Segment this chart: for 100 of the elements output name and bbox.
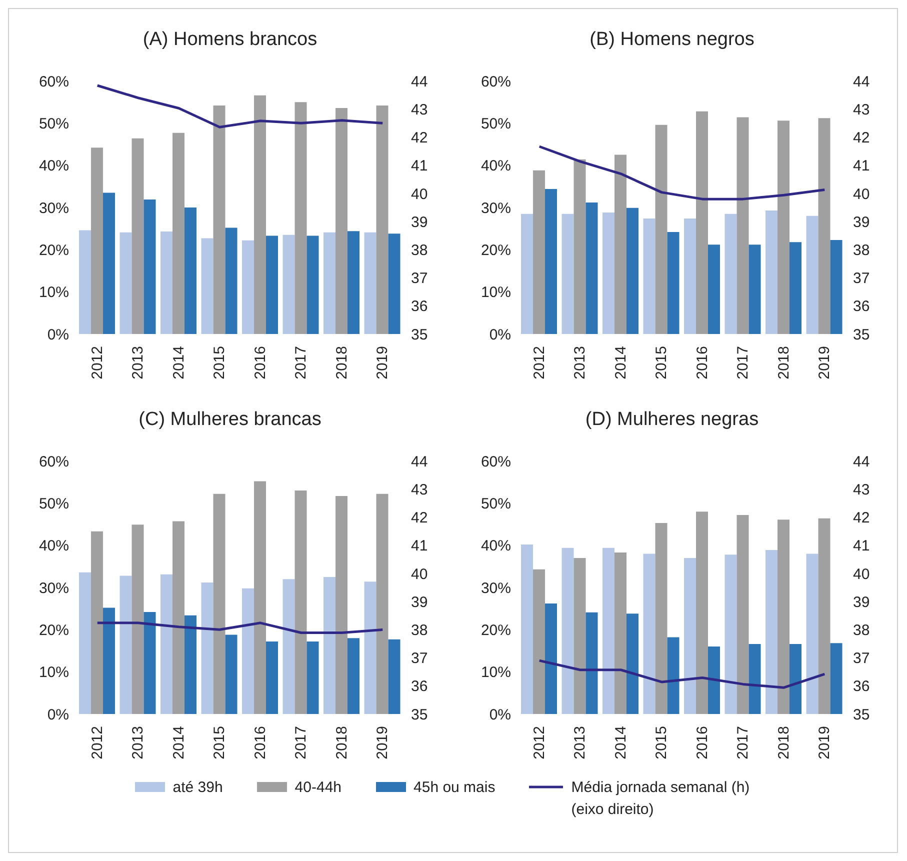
y2-tick-label: 41	[853, 538, 870, 555]
bar	[213, 494, 226, 714]
y-tick-label: 30%	[480, 200, 511, 217]
legend-label: 45h ou mais	[414, 778, 496, 798]
bar	[778, 120, 790, 334]
bar	[790, 644, 802, 714]
y2-tick-label: 37	[853, 650, 870, 668]
bar	[696, 512, 708, 714]
bar	[545, 604, 557, 714]
bar	[225, 228, 238, 334]
bar	[696, 111, 708, 334]
bar	[806, 554, 818, 714]
y-tick-label: 10%	[38, 284, 69, 302]
y-tick-label: 0%	[489, 706, 511, 724]
bar	[748, 244, 761, 334]
y-tick-label: 0%	[47, 706, 69, 724]
y2-tick-label: 42	[411, 510, 428, 527]
y2-tick-label: 38	[853, 622, 870, 639]
y-tick-label: 20%	[480, 622, 511, 639]
y2-tick-label: 40	[853, 186, 870, 203]
y2-tick-label: 36	[411, 298, 428, 316]
x-tick-label: 2013	[572, 726, 589, 760]
y2-tick-label: 37	[853, 270, 870, 288]
y2-tick-label: 40	[411, 566, 428, 583]
y2-tick-label: 44	[853, 453, 870, 470]
y2-tick-label: 41	[411, 538, 428, 555]
bar	[724, 554, 737, 714]
chart-title: (D) Mulheres negras	[584, 408, 760, 432]
y2-tick-label: 43	[853, 481, 870, 498]
bar	[324, 576, 336, 714]
bar	[184, 208, 196, 334]
bar	[266, 641, 278, 714]
chart-title: (C) Mulheres brancas	[138, 408, 322, 432]
bar	[724, 214, 737, 334]
bar	[684, 558, 696, 714]
bar	[376, 105, 388, 334]
y2-tick-label: 44	[411, 453, 428, 470]
bar	[626, 614, 638, 714]
y-tick-label: 50%	[38, 115, 69, 132]
bar	[213, 105, 226, 334]
x-tick-label: 2012	[88, 346, 106, 380]
bar	[103, 192, 115, 334]
bar	[533, 170, 545, 334]
y2-tick-label: 39	[411, 594, 428, 611]
bar	[562, 214, 574, 334]
y-tick-label: 20%	[38, 242, 69, 259]
x-tick-label: 2015	[653, 346, 670, 380]
y-tick-label: 30%	[38, 200, 69, 217]
y-tick-label: 50%	[480, 495, 511, 512]
bar	[574, 558, 586, 714]
bar	[736, 514, 749, 714]
y-tick-label: 60%	[38, 73, 69, 90]
bar	[766, 550, 778, 714]
y2-tick-label: 43	[411, 101, 428, 118]
bar	[120, 576, 132, 714]
bar	[748, 644, 761, 714]
bar	[282, 234, 295, 334]
line-series	[96, 622, 384, 634]
y2-tick-label: 40	[411, 186, 428, 203]
bar	[806, 216, 818, 334]
bar	[586, 202, 598, 334]
x-tick-label: 2019	[816, 346, 834, 380]
y2-tick-label: 35	[411, 706, 428, 724]
y-tick-label: 50%	[38, 495, 69, 512]
y-tick-label: 10%	[480, 664, 511, 682]
bar	[266, 236, 278, 334]
bar	[324, 232, 336, 334]
legend-label: até 39h	[172, 778, 223, 798]
y-tick-label: 40%	[480, 158, 511, 175]
bar	[184, 615, 196, 714]
x-tick-label: 2017	[734, 726, 752, 760]
y2-tick-label: 35	[853, 706, 870, 724]
bar	[643, 218, 656, 334]
y-tick-label: 20%	[38, 622, 69, 639]
x-tick-label: 2016	[252, 726, 269, 760]
bar	[602, 212, 614, 334]
x-tick-label: 2017	[292, 346, 310, 380]
y-tick-label: 40%	[38, 158, 69, 175]
y2-tick-label: 35	[853, 326, 870, 344]
bar	[655, 522, 668, 714]
bar	[348, 231, 360, 334]
bar	[574, 159, 586, 334]
bar	[336, 108, 348, 334]
bar	[778, 520, 790, 714]
y-tick-label: 60%	[480, 453, 511, 470]
x-tick-label: 2016	[252, 346, 269, 380]
bar	[388, 639, 400, 714]
x-tick-label: 2015	[211, 726, 228, 760]
bar	[132, 524, 144, 714]
bar	[562, 548, 574, 714]
bar	[388, 234, 400, 334]
bar	[254, 481, 266, 714]
y-tick-label: 10%	[38, 664, 69, 682]
bar	[830, 240, 842, 334]
bar	[545, 188, 557, 334]
bar	[306, 236, 319, 334]
bar	[348, 638, 360, 714]
bar	[790, 242, 802, 334]
bar	[172, 132, 184, 334]
y2-tick-label: 38	[411, 622, 428, 639]
